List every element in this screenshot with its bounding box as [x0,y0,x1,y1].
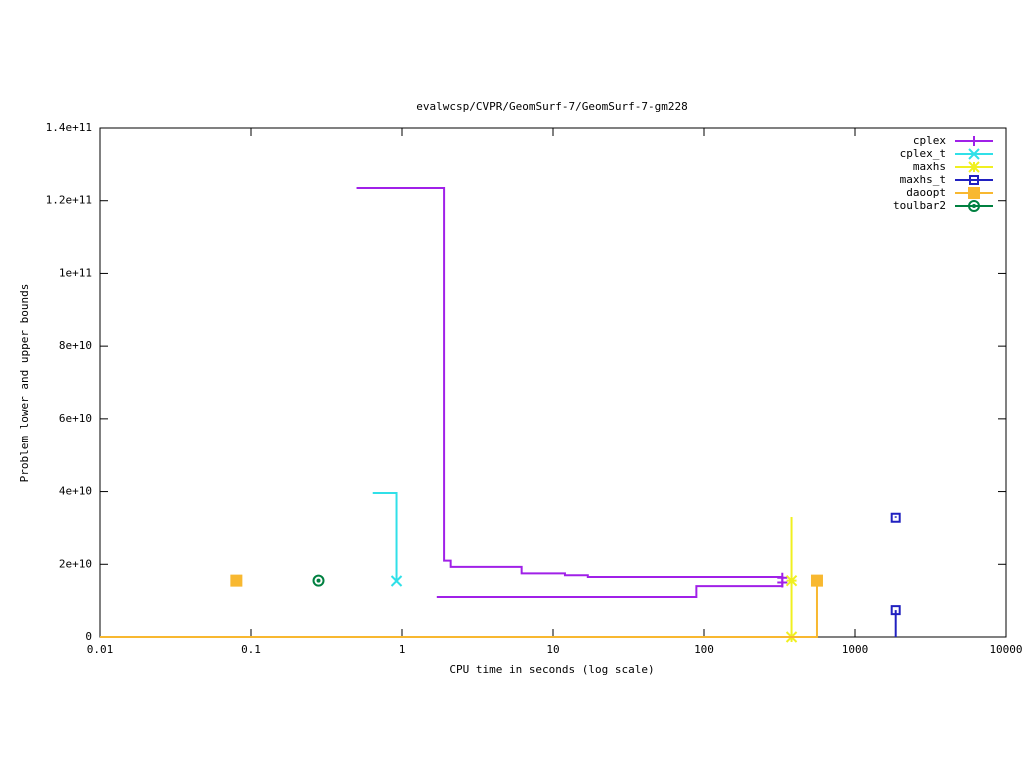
legend-marker [968,148,980,160]
x-tick-label: 1000 [842,643,869,656]
y-tick-label: 0 [85,630,92,643]
marker [390,575,403,587]
x-tick-label: 1 [399,643,406,656]
legend-label: cplex_t [900,147,946,160]
marker [890,512,901,523]
legend-label: daoopt [906,186,946,199]
marker [890,605,901,616]
marker [785,574,798,587]
legend-marker [968,161,980,173]
chart-title: evalwcsp/CVPR/GeomSurf-7/GeomSurf-7-gm22… [416,100,688,113]
y-tick-label: 1e+11 [59,266,92,279]
x-axis-label: CPU time in seconds (log scale) [449,663,654,676]
x-tick-label: 10000 [989,643,1022,656]
y-axis-label: Problem lower and upper bounds [18,284,31,483]
legend-label: maxhs_t [900,173,946,186]
y-tick-label: 1.4e+11 [46,121,92,134]
series-line [100,580,818,638]
legend-marker [968,187,980,199]
legend-label: cplex [913,134,946,147]
x-tick-label: 100 [694,643,714,656]
legend-label: toulbar2 [893,199,946,212]
x-tick-label: 10 [546,643,559,656]
y-tick-label: 6e+10 [59,412,92,425]
y-tick-label: 8e+10 [59,339,92,352]
marker [777,572,788,583]
marker [810,574,823,587]
legend-marker [968,200,981,212]
legend-marker [969,175,979,185]
x-tick-label: 0.1 [241,643,261,656]
legend-marker [969,136,979,146]
series-line [372,492,398,582]
y-tick-label: 4e+10 [59,485,92,498]
series-line [356,186,784,579]
marker [230,574,243,587]
x-tick-label: 0.01 [87,643,114,656]
legend-label: maxhs [913,160,946,173]
y-tick-label: 2e+10 [59,557,92,570]
y-tick-label: 1.2e+11 [46,194,92,207]
marker [312,574,325,587]
